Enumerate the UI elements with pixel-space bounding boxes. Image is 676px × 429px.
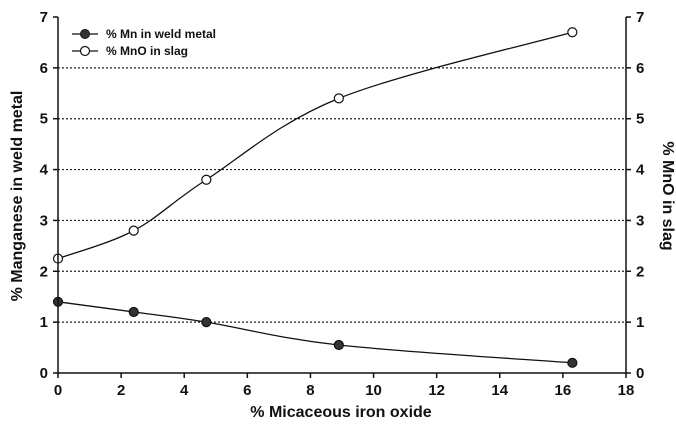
y2-tick-label-2: 2 xyxy=(636,263,644,280)
x-tick-label-16: 16 xyxy=(555,382,572,399)
x-tick-label-12: 12 xyxy=(428,382,445,399)
x-axis-title: % Micaceous iron oxide xyxy=(250,404,431,421)
series-0-point-4 xyxy=(567,357,578,368)
y2-tick-label-5: 5 xyxy=(636,111,644,128)
y2-tick-label-1: 1 xyxy=(636,314,644,331)
series-0-point-3 xyxy=(333,339,344,351)
legend-label-mn: % Mn in weld metal xyxy=(106,27,216,41)
x-tick-label-4: 4 xyxy=(180,382,189,399)
y2-tick-label-6: 6 xyxy=(636,60,644,77)
x-tick-label-18: 18 xyxy=(618,382,635,399)
x-tick-label-14: 14 xyxy=(491,382,508,399)
series-0-point-2 xyxy=(201,317,212,328)
series-line-1 xyxy=(57,31,573,260)
legend-marker-mn xyxy=(80,29,90,39)
y-tick-label-2: 2 xyxy=(40,263,48,280)
y2-tick-label-4: 4 xyxy=(636,162,645,179)
y-tick-label-4: 4 xyxy=(40,162,49,179)
grid-lines xyxy=(58,67,626,323)
y-tick-label-1: 1 xyxy=(40,314,48,331)
y-axis-title: % Manganese in weld metal xyxy=(9,91,26,302)
y-tick-label-3: 3 xyxy=(40,212,48,229)
legend-marker-mno xyxy=(79,45,91,57)
legend: % Mn in weld metal % MnO in slag xyxy=(64,24,254,60)
x-tick-label-2: 2 xyxy=(117,382,125,399)
series-1-point-3 xyxy=(333,93,344,104)
series-1-point-4 xyxy=(567,27,578,38)
x-tick-label-6: 6 xyxy=(243,382,251,399)
y-tick-label-6: 6 xyxy=(40,60,48,77)
x-tick-label-0: 0 xyxy=(54,382,62,399)
x-tick-label-8: 8 xyxy=(306,382,314,399)
legend-label-mno: % MnO in slag xyxy=(106,44,188,58)
series-0-point-1 xyxy=(128,306,139,318)
y2-tick-label-0: 0 xyxy=(636,365,644,382)
y2-axis-title: % MnO in slag xyxy=(659,141,676,250)
y2-tick-label-3: 3 xyxy=(636,212,644,229)
series-line-0 xyxy=(57,301,573,364)
legend-box xyxy=(64,24,254,60)
y-tick-label-5: 5 xyxy=(40,111,48,128)
series-layer xyxy=(52,27,578,368)
series-1-point-2 xyxy=(201,174,212,185)
y-tick-label-7: 7 xyxy=(40,9,48,26)
y-tick-label-0: 0 xyxy=(40,365,48,382)
y2-tick-label-7: 7 xyxy=(636,9,644,26)
x-tick-label-10: 10 xyxy=(365,382,382,399)
series-1-point-1 xyxy=(128,225,139,236)
